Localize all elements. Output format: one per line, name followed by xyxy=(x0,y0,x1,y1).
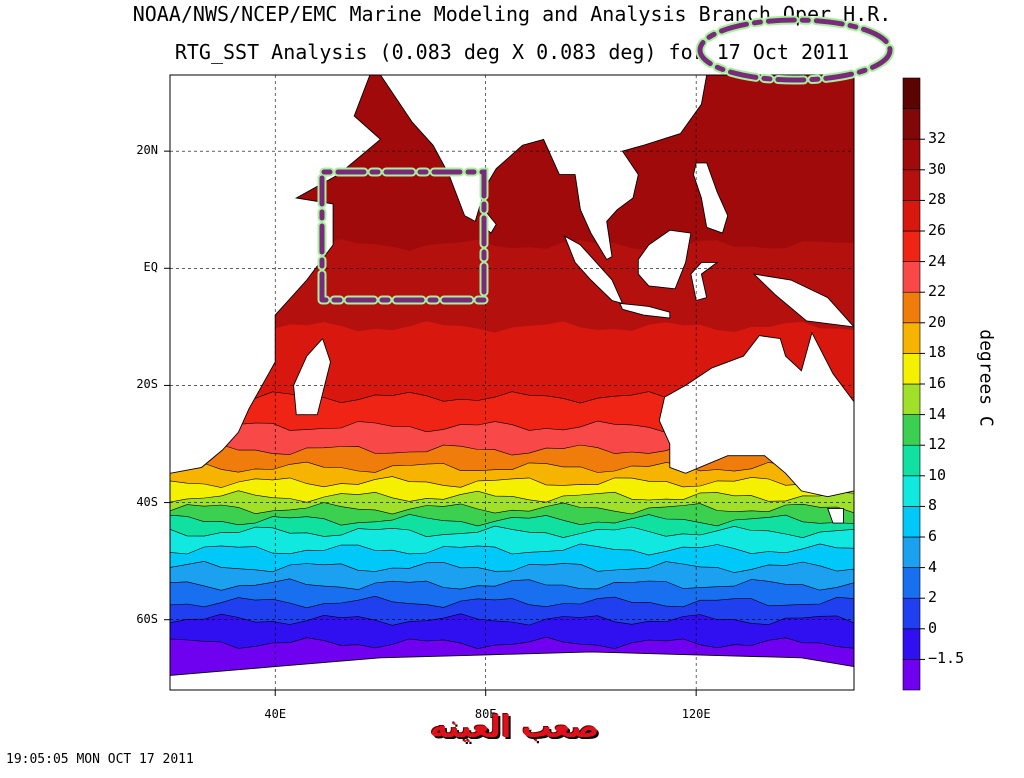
colorbar-label: 30 xyxy=(928,159,947,178)
colorbar-swatch xyxy=(902,628,921,660)
lat-label: 60S xyxy=(136,611,158,626)
land-arabia-asia xyxy=(379,75,708,261)
colorbar-label: 12 xyxy=(928,435,947,454)
colorbar-swatch xyxy=(902,475,921,507)
land-sulawesi xyxy=(690,261,719,302)
land-java xyxy=(619,302,671,319)
sst-band xyxy=(170,560,854,593)
colorbar-label: 4 xyxy=(928,557,938,576)
colorbar-swatch xyxy=(902,169,921,201)
lat-label: EQ xyxy=(143,260,158,275)
lon-label: 40E xyxy=(264,707,287,721)
land-australia xyxy=(658,331,854,498)
colorbar-label: 28 xyxy=(928,190,947,209)
watermark-signature: صعب العينه xyxy=(430,710,600,745)
colorbar-label: −1.5 xyxy=(928,649,965,668)
colorbar-swatch xyxy=(902,322,921,354)
colorbar-swatch xyxy=(902,108,921,140)
colorbar-label: 18 xyxy=(928,343,947,362)
chart-subtitle: RTG_SST Analysis (0.083 deg X 0.083 deg)… xyxy=(174,40,850,64)
sst-band xyxy=(170,321,854,406)
colorbar-label: 22 xyxy=(928,282,947,301)
land-philippines xyxy=(693,162,729,234)
land-new-guinea xyxy=(752,273,854,328)
land-borneo xyxy=(637,229,692,290)
lat-label: 20N xyxy=(136,143,158,158)
colorbar-label: 0 xyxy=(928,618,938,637)
lat-label: 20S xyxy=(136,377,158,392)
colorbar-swatch xyxy=(902,261,921,293)
colorbar-label: 32 xyxy=(928,129,947,148)
colorbar-label: 14 xyxy=(928,404,947,423)
colorbar-swatch xyxy=(902,659,921,691)
sst-band xyxy=(170,578,854,611)
colorbar-swatch xyxy=(902,414,921,446)
colorbar-swatch xyxy=(902,383,921,415)
colorbar-swatch xyxy=(902,506,921,538)
colorbar-label: 6 xyxy=(928,527,938,545)
timestamp: 19:05:05 MON OCT 17 2011 xyxy=(6,752,194,767)
map-frame xyxy=(169,74,855,691)
colorbar-units: degrees C xyxy=(975,329,997,427)
colorbar-swatch xyxy=(902,353,921,385)
colorbar-swatch xyxy=(902,291,921,324)
sst-band xyxy=(170,513,854,541)
lon-label: 80E xyxy=(474,707,497,721)
sst-band xyxy=(170,525,854,558)
colorbar-label: 2 xyxy=(928,588,938,607)
land-antarctica xyxy=(170,651,854,690)
lon-label: 120E xyxy=(681,707,711,721)
colorbar-swatch xyxy=(902,230,921,262)
land-sumatra xyxy=(563,235,624,305)
region-highlight-box xyxy=(319,169,487,303)
colorbar-label: 16 xyxy=(928,374,947,392)
date-highlight-ellipse xyxy=(697,17,893,83)
colorbar-swatch xyxy=(902,138,921,171)
colorbar-swatch xyxy=(902,444,921,477)
colorbar-label: 26 xyxy=(928,221,947,239)
colorbar-label: 24 xyxy=(928,251,947,270)
land-tasmania xyxy=(827,507,844,524)
colorbar-swatch xyxy=(902,200,921,232)
colorbar-swatch xyxy=(902,597,921,630)
colorbar-swatch xyxy=(902,77,921,109)
lat-label: 40S xyxy=(136,494,158,509)
colorbar-label: 8 xyxy=(928,496,938,515)
colorbar-label: 20 xyxy=(928,312,947,331)
colorbar-swatch xyxy=(902,567,921,599)
land-madagascar xyxy=(293,337,331,416)
colorbar-swatch xyxy=(902,536,921,568)
colorbar-label: 10 xyxy=(928,465,947,484)
